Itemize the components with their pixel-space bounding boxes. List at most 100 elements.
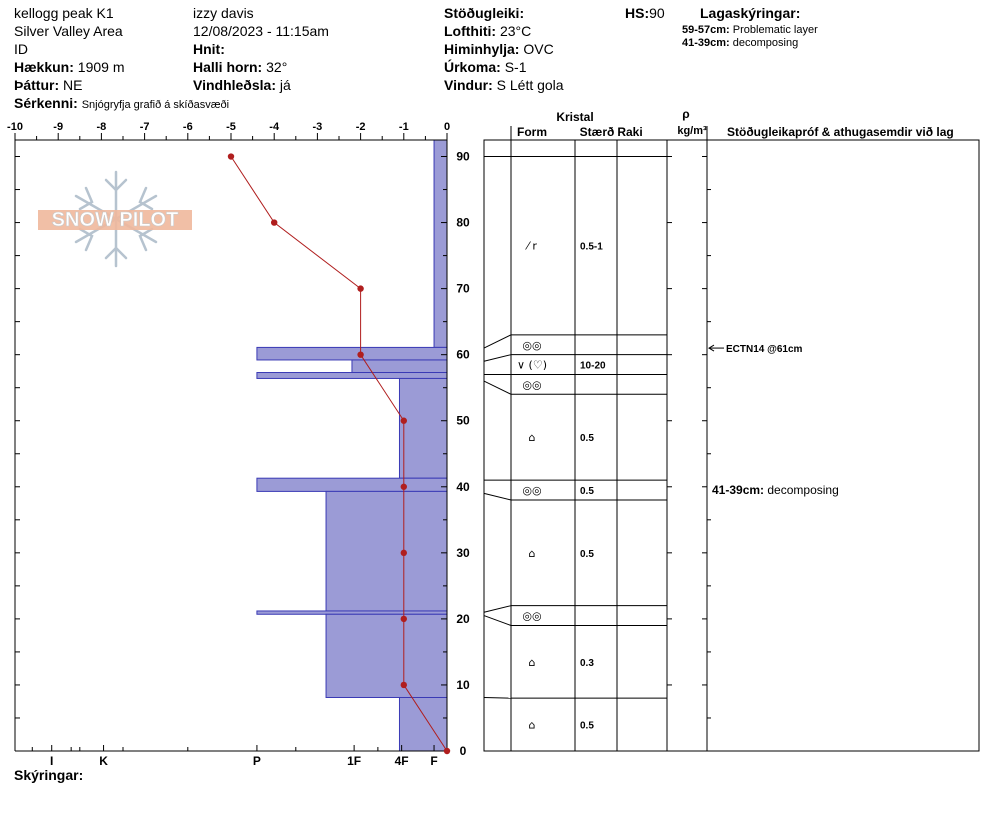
wind-loading-value: já — [279, 77, 291, 93]
id-label: ID — [14, 41, 28, 57]
temp-tick-label: -4 — [269, 121, 280, 133]
sky-row: Himinhylja: OVC — [444, 41, 554, 57]
hardness-bar — [351, 359, 448, 374]
hs-value: 90 — [649, 5, 665, 21]
layer-grain-size: 0.5 — [580, 486, 594, 497]
layer-grain-size: 0.5-1 — [580, 242, 603, 253]
test-comment-text: decomposing — [767, 483, 838, 497]
layer-boundary-connector — [483, 615, 512, 626]
hardness-tick-label: F — [430, 754, 437, 768]
layer-grain-form: ∨ (♡) — [517, 359, 547, 372]
temp-tick-label: -5 — [226, 121, 236, 133]
aspect-label: Þáttur: — [14, 77, 60, 93]
layer-note-1-text: Problematic layer — [732, 24, 818, 36]
hardness-tick-label: I — [50, 754, 53, 768]
temperature-point — [357, 351, 364, 358]
depth-tick-label: 70 — [456, 282, 470, 296]
tests-header: Stöðugleikapróf & athugasemdir við lag — [727, 125, 954, 139]
layer-grain-size: 10-20 — [580, 361, 606, 372]
air-temp-row: Lofthiti: 23°C — [444, 23, 531, 39]
moisture-header: Raki — [617, 125, 642, 139]
hardness-tick-label: 1F — [347, 754, 361, 768]
table-border — [483, 139, 980, 752]
layer-boundary-connector — [483, 380, 512, 395]
hardness-bar — [398, 377, 448, 479]
temp-tick-label: 0 — [444, 121, 450, 133]
layer-table-headers: Kristal Form Stærð Raki ρ kg/m³ Stöðugle… — [517, 107, 954, 139]
temp-tick-label: -3 — [313, 121, 323, 133]
features-label: Sérkenni: — [14, 95, 78, 111]
hardness-tick-label: K — [99, 754, 108, 768]
layer-boundary-connector — [483, 605, 512, 613]
wind-row: Vindur: S Létt gola — [444, 77, 564, 93]
layer-grain-form: ◎◎ — [522, 378, 541, 391]
slope-value: 32° — [266, 59, 288, 75]
temp-tick-label: -1 — [399, 121, 409, 133]
crystal-header: Kristal — [556, 110, 593, 124]
slope-row: Halli horn: 32° — [193, 59, 287, 75]
rho-header: ρ — [682, 107, 689, 121]
form-header: Form — [517, 125, 547, 139]
depth-tick-label: 20 — [456, 612, 470, 626]
layer-grain-form: ◎◎ — [522, 339, 541, 352]
layer-grain-size: 0.5 — [580, 549, 594, 560]
coords-label: Hnit: — [193, 41, 225, 57]
depth-tick-label: 10 — [456, 678, 470, 692]
stability-label: Stöðugleiki: — [444, 5, 525, 21]
layer-boundary-connector — [483, 354, 512, 362]
temperature-point — [443, 747, 451, 755]
comments-label: Skýringar: — [14, 767, 84, 783]
layer-grain-size: 0.3 — [580, 658, 594, 669]
depth-tick-label: 80 — [456, 216, 470, 230]
test-comment: 41-39cm: decomposing — [712, 483, 839, 497]
observer-name: izzy davis — [193, 5, 254, 21]
snowflake-logo: SNOW PILOT — [38, 170, 192, 268]
wind-label: Vindur: — [444, 77, 493, 93]
hardness-bar — [398, 696, 448, 752]
layer-grain-form: ◎◎ — [522, 484, 541, 497]
depth-tick-label: 40 — [456, 480, 470, 494]
hardness-bar — [256, 346, 448, 361]
hardness-axis: I K P 1F 4F F — [31, 745, 438, 768]
logo-banner — [38, 210, 192, 230]
elevation-row: Hækkun: 1909 m — [14, 59, 125, 75]
hardness-tick-label: P — [253, 754, 261, 768]
logo-text: SNOW PILOT — [52, 209, 179, 231]
test-arrow-head — [708, 344, 715, 352]
temperature-point — [227, 153, 235, 160]
temperature-point — [400, 417, 407, 424]
layer-boundary-connector — [483, 492, 512, 501]
layer-note-1-range: 59-57cm: — [682, 24, 730, 36]
layer-grain-form: ⌂ — [529, 656, 536, 669]
temp-tick-label: -9 — [53, 121, 63, 133]
hardness-tick-label: 4F — [395, 754, 409, 768]
test-result-label: ECTN14 @61cm — [726, 344, 803, 355]
layer-note-1: 59-57cm: Problematic layer — [682, 24, 818, 37]
wind-loading-row: Vindhleðsla: já — [193, 77, 291, 93]
elevation-label: Hækkun: — [14, 59, 74, 75]
observation-datetime: 12/08/2023 - 11:15am — [193, 23, 329, 39]
layer-boundary-connector — [483, 696, 512, 699]
temp-tick-label: -8 — [97, 121, 107, 133]
aspect-value: NE — [63, 77, 83, 93]
temperature-point — [357, 285, 364, 292]
temperature-point — [400, 549, 407, 557]
hardness-bar — [325, 490, 448, 612]
stability-tests: ECTN14 @61cm 41-39cm: decomposing — [708, 344, 839, 497]
temperature-point — [400, 483, 407, 490]
layer-note-2-text: decomposing — [732, 37, 799, 49]
elevation-value: 1909 m — [77, 59, 125, 75]
slope-label: Halli horn: — [193, 59, 263, 75]
temp-tick-label: -7 — [140, 121, 150, 133]
layer-boundary-connector — [483, 334, 512, 349]
temp-tick-label: -10 — [7, 121, 23, 133]
sky-label: Himinhylja: — [444, 41, 520, 57]
layer-grain-size: 0.5 — [580, 721, 594, 732]
air-temp-value: 23°C — [499, 23, 532, 39]
location-name: kellogg peak K1 — [14, 5, 114, 21]
precip-value: S-1 — [504, 59, 527, 75]
area-name: Silver Valley Area — [14, 23, 123, 39]
layer-note-2-range: 41-39cm: — [682, 37, 730, 49]
layer-note-2: 41-39cm: decomposing — [682, 37, 798, 50]
features-value: Snjógryfja grafið á skíðasvæði — [81, 99, 230, 111]
